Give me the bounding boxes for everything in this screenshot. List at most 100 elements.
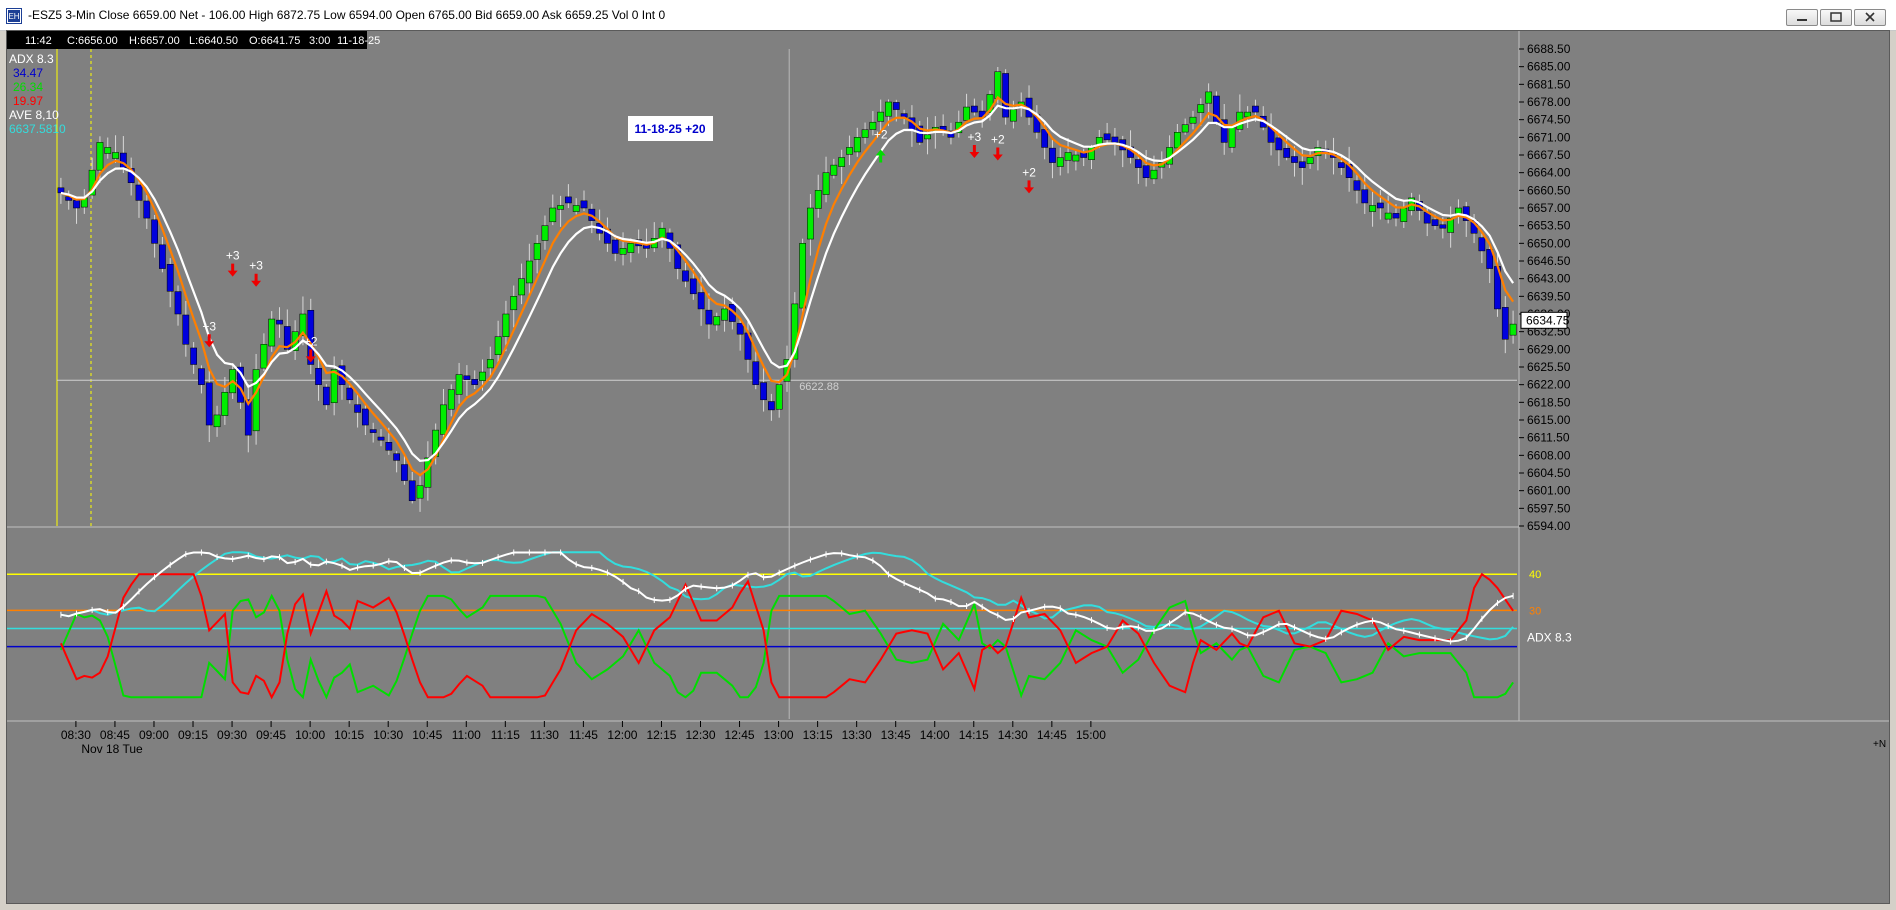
- signal-label: +3: [202, 319, 216, 333]
- candle-body: [143, 200, 151, 219]
- candle-body: [1392, 213, 1400, 219]
- price-tick-label: 6615.00: [1527, 413, 1571, 427]
- candle-body: [877, 111, 885, 122]
- candle-body: [393, 453, 400, 461]
- candle-body: [1291, 156, 1298, 163]
- price-chart[interactable]: 6622.88 6688.50 6685.00 6681.50 6678.00 6674.…: [7, 31, 1889, 903]
- candle-body: [260, 344, 268, 369]
- candle-body: [362, 408, 369, 426]
- signal-down-arrow: [305, 349, 316, 363]
- date-marker-box: [628, 116, 713, 141]
- signal-down-arrow: [204, 334, 215, 348]
- candle-body: [627, 243, 635, 253]
- adx-legend-value-blue: 34.47: [13, 66, 43, 80]
- close-button[interactable]: [1854, 9, 1886, 26]
- adx-legend-label: ADX 8.3: [9, 52, 54, 66]
- time-tick-label: 14:30: [998, 728, 1028, 742]
- signal-label: +2: [991, 133, 1005, 147]
- candle-body: [354, 404, 361, 413]
- signal-down-arrow: [1024, 180, 1035, 194]
- time-tick-label: 13:30: [842, 728, 872, 742]
- candle-body: [151, 219, 158, 244]
- candle-body: [1353, 180, 1361, 191]
- readout-date: 11-18-25: [337, 35, 380, 47]
- price-tick-label: 6667.50: [1527, 148, 1571, 162]
- candle-body: [1228, 126, 1236, 148]
- candle-body: [963, 106, 970, 121]
- price-tick-label: 6653.50: [1527, 219, 1571, 233]
- candle-body: [377, 436, 385, 441]
- candle-body: [190, 347, 198, 365]
- signal-down-arrow: [969, 145, 980, 158]
- candle-body: [1244, 111, 1252, 118]
- candle-body: [1072, 154, 1080, 162]
- minimize-icon: [1797, 19, 1807, 21]
- candle-body: [1298, 161, 1306, 168]
- candle-body: [463, 375, 471, 380]
- candle-body: [1384, 212, 1392, 220]
- crosshair-price-label: 6622.88: [799, 381, 839, 393]
- candle-body: [557, 205, 564, 210]
- current-price-badge: [1520, 311, 1568, 329]
- candle-body: [682, 270, 689, 282]
- candle-body: [674, 244, 682, 269]
- candle-body: [57, 187, 65, 194]
- candle-body: [775, 384, 783, 410]
- candle-body: [1314, 147, 1322, 157]
- chart-window[interactable]: 6622.88 6688.50 6685.00 6681.50 6678.00 6674.…: [6, 30, 1890, 904]
- candle-body: [369, 429, 377, 433]
- price-tick-label: 6674.50: [1527, 113, 1571, 127]
- minimize-button[interactable]: [1786, 9, 1818, 26]
- candle-body: [713, 316, 721, 326]
- candle-body: [799, 243, 806, 309]
- candle-body: [697, 292, 705, 310]
- candle-body: [1111, 136, 1119, 143]
- candle-body: [1431, 219, 1439, 226]
- candle-body: [565, 196, 572, 204]
- candle-body: [159, 244, 166, 269]
- maximize-button[interactable]: [1820, 9, 1852, 26]
- candle-body: [252, 369, 260, 432]
- candle-body: [1010, 109, 1017, 122]
- candle-body: [1189, 116, 1197, 124]
- candle-body: [1056, 157, 1064, 167]
- signal-label: +2: [874, 127, 888, 141]
- signal-down-arrow: [227, 263, 238, 277]
- candle-body: [869, 121, 877, 130]
- level-30-label: 30: [1529, 605, 1541, 617]
- readout-high: H:6657.00: [129, 35, 180, 47]
- signal-label: +3: [226, 249, 240, 263]
- candle-body: [385, 441, 393, 451]
- ave-legend-value: 6637.5810: [9, 122, 66, 136]
- time-tick-label: 08:30: [61, 728, 91, 742]
- candle-body: [721, 308, 728, 321]
- time-tick-label: 10:15: [334, 728, 364, 742]
- candle-body: [299, 313, 307, 337]
- price-tick-label: 6608.00: [1527, 448, 1571, 462]
- candle-body: [807, 207, 814, 240]
- time-tick-label: 13:00: [764, 728, 794, 742]
- price-tick-label: 6678.00: [1527, 95, 1571, 109]
- osc-red-line: [59, 572, 1514, 700]
- time-tick-label: 12:45: [725, 728, 755, 742]
- candle-body: [1283, 148, 1291, 158]
- candle-body: [1447, 217, 1455, 233]
- time-tick-label: 11:45: [569, 728, 598, 742]
- candle-body: [198, 368, 205, 385]
- candle-body: [315, 368, 322, 385]
- candle-body: [846, 147, 853, 155]
- osc-white-line: [60, 551, 1514, 643]
- time-tick-label: 14:00: [920, 728, 950, 742]
- candle-body: [1509, 323, 1517, 336]
- candle-body: [1197, 104, 1205, 113]
- candle-body: [96, 142, 104, 171]
- candle-body: [135, 184, 143, 201]
- candle-body: [1337, 162, 1345, 168]
- close-icon: [1865, 12, 1875, 22]
- candle-body: [1103, 133, 1111, 141]
- candle-body: [1252, 105, 1259, 113]
- price-tick-label: 6604.50: [1527, 466, 1571, 480]
- candle-body: [471, 379, 479, 385]
- ave-fast-line: [60, 104, 1515, 462]
- candle-body: [689, 278, 697, 295]
